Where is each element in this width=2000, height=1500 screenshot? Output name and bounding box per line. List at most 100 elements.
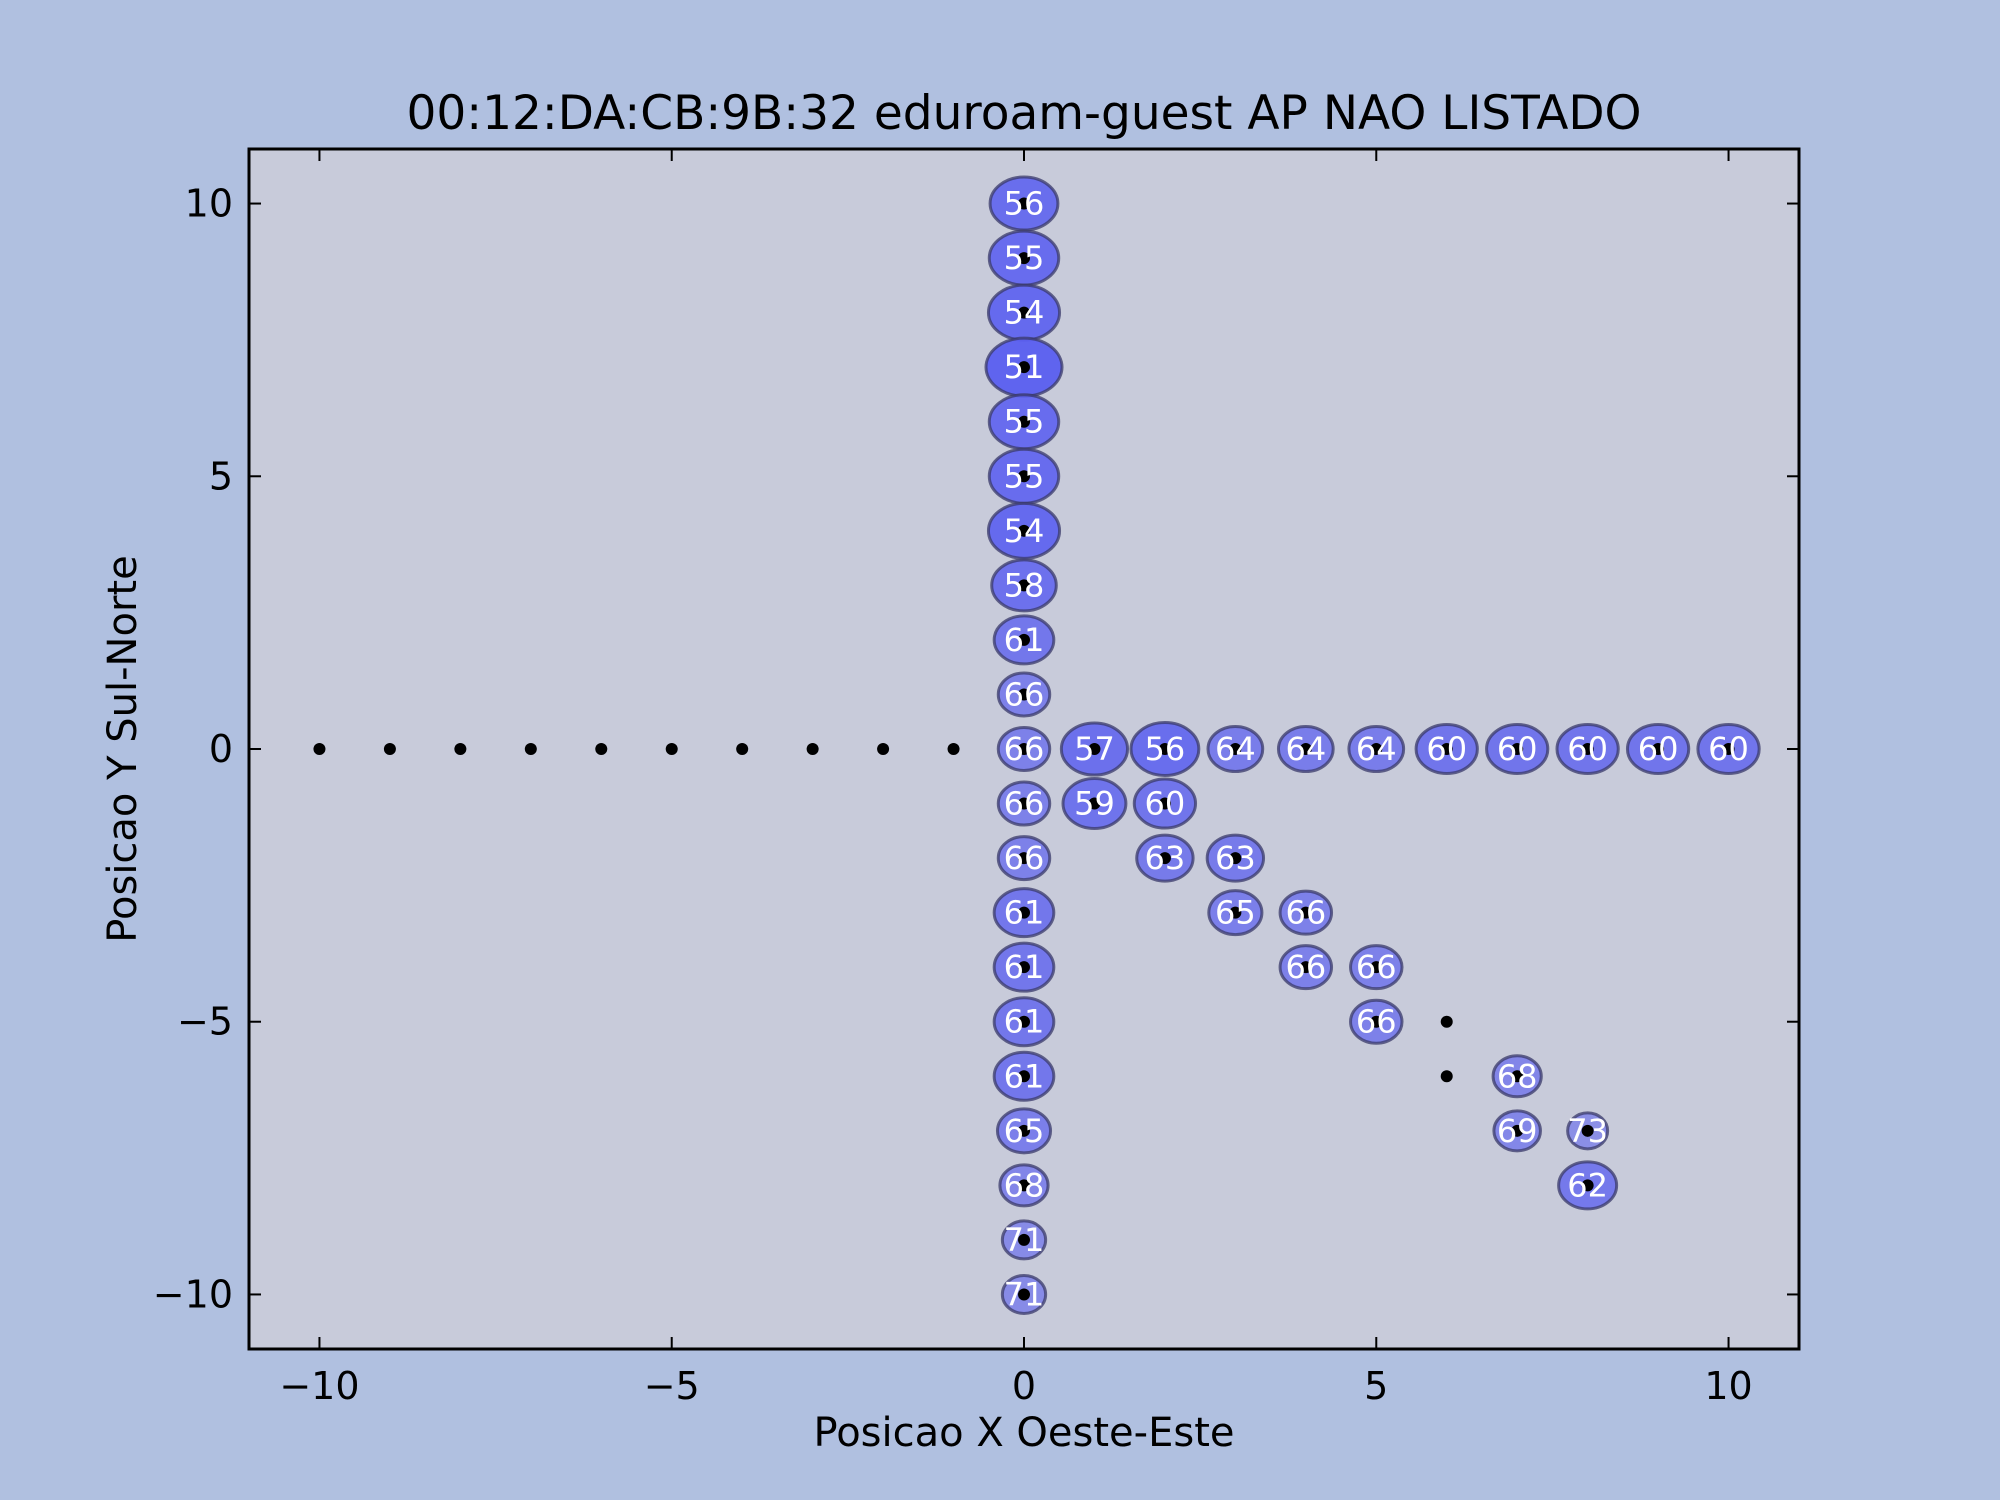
x-tick-label: −10 — [279, 1364, 359, 1408]
signal-label: 59 — [1074, 785, 1115, 823]
measurement-point — [1440, 743, 1453, 755]
measurement-point — [1018, 306, 1030, 319]
signal-label: 66 — [1004, 730, 1045, 768]
signal-label: 64 — [1215, 730, 1256, 768]
signal-label: 61 — [1004, 1057, 1045, 1095]
chart-title: 00:12:DA:CB:9B:32 eduroam-guest AP NAO L… — [406, 86, 1641, 141]
measurement-point — [1370, 1015, 1383, 1028]
signal-label: 68 — [1497, 1057, 1538, 1095]
x-axis-label: Posicao X Oeste-Este — [814, 1410, 1235, 1456]
measurement-point — [1158, 797, 1171, 810]
measurement-point — [1158, 852, 1171, 865]
measurement-point — [1018, 1288, 1030, 1301]
measurement-point — [1018, 633, 1030, 646]
signal-label: 63 — [1145, 839, 1186, 877]
signal-label: 61 — [1004, 894, 1045, 932]
measurement-point — [1370, 961, 1383, 974]
signal-label: 68 — [1004, 1166, 1045, 1204]
measurement-point — [1511, 1070, 1524, 1083]
signal-label: 56 — [1004, 185, 1045, 223]
signal-label: 58 — [1004, 566, 1045, 604]
measurement-point — [1158, 743, 1171, 755]
measurement-point — [1018, 361, 1030, 374]
measurement-point — [1018, 961, 1030, 974]
measurement-point — [1581, 743, 1594, 755]
y-tick-label: −5 — [177, 1000, 233, 1044]
measurement-point — [1018, 252, 1030, 265]
signal-label: 71 — [1004, 1221, 1045, 1259]
measurement-point — [1440, 1070, 1453, 1083]
signal-label: 60 — [1638, 730, 1679, 768]
measurement-point — [806, 743, 819, 755]
signal-labels: 56 55 54 51 55 55 54 58 61 66 66 66 66 61 61 61 61 65 68 71… — [1004, 185, 1749, 1314]
measurement-point — [454, 743, 467, 755]
signal-label: 60 — [1567, 730, 1608, 768]
y-tick-label: 10 — [185, 182, 233, 226]
measurement-point — [1722, 743, 1735, 755]
measurement-point — [1088, 797, 1101, 810]
measurement-point — [877, 743, 890, 755]
measurement-point — [1229, 743, 1242, 755]
measurement-point — [1440, 1015, 1453, 1028]
measurement-point — [1018, 852, 1030, 865]
signal-label: 61 — [1004, 1003, 1045, 1041]
signal-label: 64 — [1356, 730, 1397, 768]
measurement-point — [1018, 797, 1030, 810]
signal-label: 65 — [1004, 1112, 1045, 1150]
signal-label: 61 — [1004, 948, 1045, 986]
measurement-point — [1018, 1179, 1030, 1192]
measurement-point — [1581, 1124, 1594, 1137]
signal-label: 57 — [1074, 730, 1115, 768]
measurement-point — [1018, 197, 1030, 210]
measurement-point — [1018, 1070, 1030, 1083]
y-tick-label: 0 — [209, 727, 233, 771]
signal-label: 62 — [1567, 1166, 1608, 1204]
signal-label: 54 — [1004, 512, 1045, 550]
axis-ticks: −10 −5 0 5 10 −10 −5 0 5 10 — [153, 149, 1799, 1408]
measurement-point — [1229, 906, 1242, 919]
signal-label: 64 — [1285, 730, 1326, 768]
signal-label: 60 — [1426, 730, 1467, 768]
y-tick-label: −10 — [153, 1272, 233, 1316]
measurement-point — [1018, 524, 1030, 537]
signal-label: 66 — [1356, 948, 1397, 986]
measurement-point — [1018, 1015, 1030, 1028]
measurement-point — [383, 743, 396, 755]
signal-label: 66 — [1004, 785, 1045, 823]
signal-label: 73 — [1567, 1112, 1608, 1150]
signal-label: 61 — [1004, 621, 1045, 659]
signal-label: 55 — [1004, 457, 1045, 495]
measurement-point — [1511, 1124, 1524, 1137]
x-tick-label: 0 — [1012, 1364, 1036, 1408]
measurement-point — [1018, 579, 1030, 592]
measurement-point — [1018, 1124, 1030, 1137]
signal-label: 66 — [1356, 1003, 1397, 1041]
measurement-point — [1018, 415, 1030, 428]
measurement-point — [1229, 852, 1242, 865]
measurement-point — [595, 743, 608, 755]
measurement-point — [1018, 743, 1030, 755]
signal-label: 60 — [1708, 730, 1749, 768]
measurement-point — [947, 743, 960, 755]
signal-label: 63 — [1215, 839, 1256, 877]
signal-label: 69 — [1497, 1112, 1538, 1150]
measurement-point — [1088, 743, 1101, 755]
measurement-point — [1299, 906, 1312, 919]
measurement-point — [524, 743, 537, 755]
signal-label: 54 — [1004, 294, 1045, 332]
measurement-points — [313, 197, 1735, 1301]
signal-label: 66 — [1004, 675, 1045, 713]
signal-label: 56 — [1145, 730, 1186, 768]
signal-label: 66 — [1004, 839, 1045, 877]
measurement-point — [1299, 743, 1312, 755]
measurement-point — [1018, 688, 1030, 701]
signal-label: 60 — [1145, 785, 1186, 823]
signal-label: 51 — [1004, 348, 1045, 386]
measurement-point — [1018, 906, 1030, 919]
measurement-point — [1018, 470, 1030, 483]
signal-label: 65 — [1215, 894, 1256, 932]
measurement-point — [1370, 743, 1383, 755]
signal-label: 71 — [1004, 1275, 1045, 1313]
x-tick-label: −5 — [644, 1364, 700, 1408]
